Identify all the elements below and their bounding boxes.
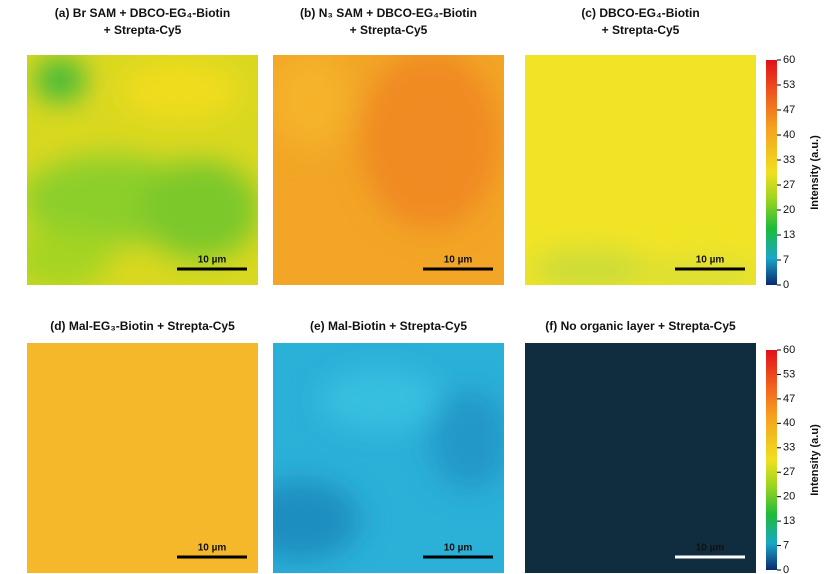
colorbar-tick-label: 47 [783,104,795,116]
panel-title: (e) Mal-Biotin + Strepta-Cy5 [310,319,467,333]
panel-title: (c) DBCO-EG₄-Biotin [581,6,699,20]
image-b [270,50,504,285]
colorbar-tick-label: 27 [783,466,795,478]
colorbar-tick-label: 40 [783,417,795,429]
colorbar-tick-label: 53 [783,368,795,380]
colorbar-tick-label: 0 [783,564,789,574]
scale-bar-label: 10 µm [696,543,725,554]
image-c [525,55,760,290]
scale-bar-label: 10 µm [444,255,473,266]
colorbar-tick-label: 13 [783,229,795,241]
scale-bar-label: 10 µm [444,543,473,554]
panel-title: + Strepta-Cy5 [104,23,182,37]
colorbar-tick-label: 40 [783,129,795,141]
colorbar-tick-label: 60 [783,54,795,66]
panel-title: (b) N₃ SAM + DBCO-EG₄-Biotin [300,6,477,20]
panel-title: + Strepta-Cy5 [602,23,680,37]
panel-title: (d) Mal-EG₃-Biotin + Strepta-Cy5 [50,319,235,333]
colorbar-label: Intensity (a.u.) [809,135,821,210]
colorbar-label: Intensity (a.u) [809,424,821,496]
figure: (a) Br SAM + DBCO-EG₄-Biotin + Strepta-Cy… [0,0,827,574]
scale-bar-label: 10 µm [198,255,227,266]
colorbar-tick-label: 60 [783,344,795,356]
image-e [240,343,510,573]
scale-bar-label: 10 µm [198,543,227,554]
image-f [525,343,756,573]
colorbar-tick-label: 53 [783,79,795,91]
colorbar-tick-label: 33 [783,442,795,454]
colorbar-tick-label: 7 [783,254,789,266]
colorbar-tick-label: 20 [783,491,795,503]
colorbar [766,350,777,570]
colorbar-tick-label: 20 [783,204,795,216]
image-d [27,343,258,573]
colorbar-tick-label: 7 [783,539,789,551]
colorbar-tick-label: 27 [783,179,795,191]
colorbar-tick-label: 0 [783,279,789,291]
colorbar-tick-label: 13 [783,515,795,527]
panel-title: (f) No organic layer + Strepta-Cy5 [545,319,736,333]
page: {"panels": [ {"title": ["(a) Br SAM + DB… [0,0,827,574]
scale-bar-label: 10 µm [696,255,725,266]
colorbar [766,60,777,285]
colorbar-tick-label: 47 [783,393,795,405]
colorbar-tick-label: 33 [783,154,795,166]
panel-title: + Strepta-Cy5 [350,23,428,37]
panel-title: (a) Br SAM + DBCO-EG₄-Biotin [55,6,230,20]
